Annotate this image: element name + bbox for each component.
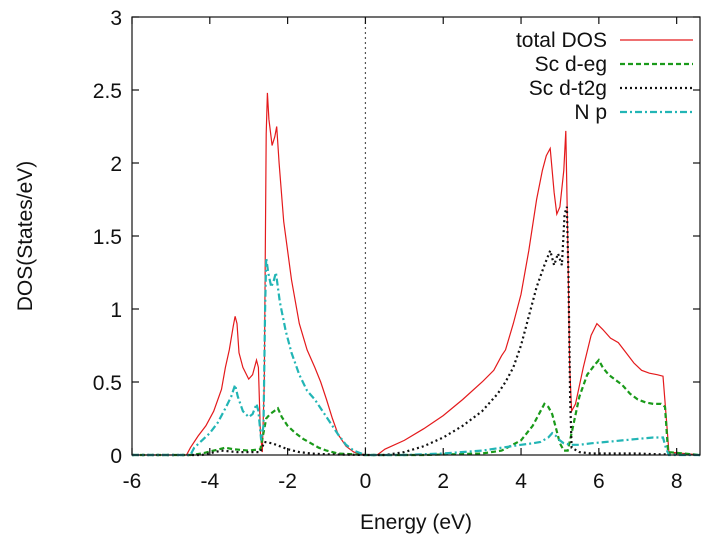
x-tick-label: -2 [278, 470, 297, 493]
y-tick-label: 1.5 [93, 226, 122, 249]
y-tick-label: 2 [110, 153, 122, 176]
series-line-0 [132, 92, 701, 456]
y-tick-label: 3 [110, 7, 122, 30]
axis-ticks: -6 -4 -2 0 2 4 6 8 0 0.5 1 1.5 2 2.5 3 [93, 7, 700, 493]
legend-label: total DOS [516, 29, 607, 52]
x-tick-label: 2 [437, 470, 449, 493]
legend-label: Sc d-eg [535, 53, 607, 76]
y-tick-label: 1 [110, 299, 122, 322]
legend-label: Sc d-t2g [529, 77, 607, 100]
y-tick-label: 2.5 [93, 80, 122, 103]
y-axis-title: DOS(States/eV) [14, 161, 37, 312]
plot-frame [131, 16, 701, 456]
x-tick-label: -6 [123, 470, 142, 493]
series-line-3 [132, 257, 700, 457]
y-tick-label: 0.5 [93, 372, 122, 395]
x-axis-title: Energy (eV) [360, 511, 472, 534]
series-line-2 [132, 206, 701, 457]
y-tick-label: 0 [110, 445, 122, 468]
series-lines [132, 92, 701, 457]
x-tick-label: 6 [593, 470, 605, 493]
series-line-1 [132, 358, 701, 457]
x-tick-label: 8 [671, 470, 683, 493]
legend-label: N p [574, 101, 607, 124]
x-tick-label: -4 [200, 470, 219, 493]
x-tick-label: 0 [360, 470, 372, 493]
x-tick-label: 4 [515, 470, 527, 493]
